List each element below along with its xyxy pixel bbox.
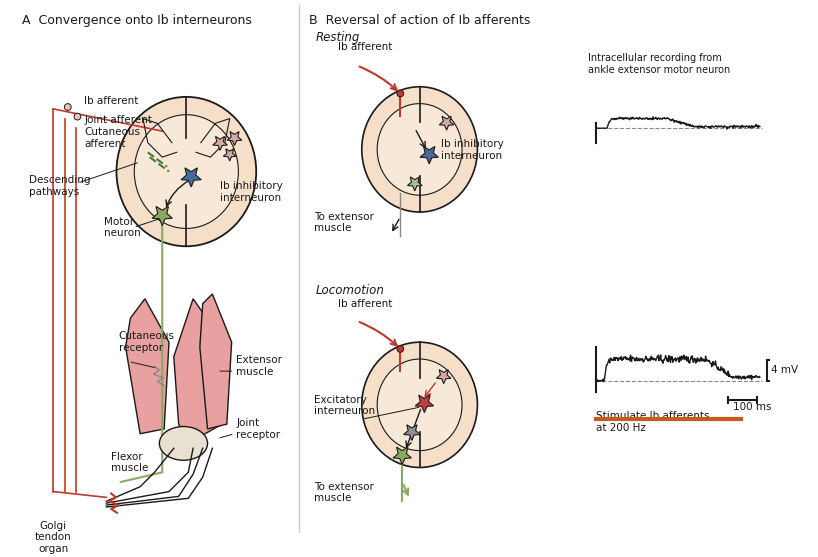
Text: Extensor
muscle: Extensor muscle — [236, 355, 282, 377]
Text: Stimulate Ib afferents
at 200 Hz: Stimulate Ib afferents at 200 Hz — [596, 411, 709, 433]
Ellipse shape — [377, 359, 462, 451]
Text: Ib inhibitory
interneuron: Ib inhibitory interneuron — [220, 181, 283, 203]
Text: Ib afferent: Ib afferent — [84, 96, 138, 106]
Polygon shape — [416, 395, 434, 413]
Polygon shape — [200, 294, 231, 429]
Circle shape — [397, 90, 404, 97]
Polygon shape — [420, 146, 438, 164]
Text: Cutaneous
afferent: Cutaneous afferent — [84, 127, 140, 149]
Polygon shape — [436, 370, 451, 384]
Text: Ib afferent: Ib afferent — [338, 299, 392, 309]
Text: Cutaneous
receptor: Cutaneous receptor — [119, 331, 175, 353]
Polygon shape — [126, 299, 169, 434]
Ellipse shape — [116, 97, 256, 246]
Polygon shape — [223, 149, 236, 161]
Ellipse shape — [134, 115, 238, 228]
Polygon shape — [227, 131, 242, 145]
Ellipse shape — [362, 342, 478, 467]
Polygon shape — [213, 136, 227, 150]
Text: Locomotion: Locomotion — [316, 285, 384, 297]
Ellipse shape — [377, 104, 462, 195]
Text: Joint afferent: Joint afferent — [84, 115, 152, 125]
Text: Descending
pathways: Descending pathways — [29, 175, 91, 197]
Polygon shape — [181, 168, 201, 187]
Polygon shape — [403, 425, 420, 441]
Text: Intracellular recording from
ankle extensor motor neuron: Intracellular recording from ankle exten… — [588, 53, 730, 75]
Text: 4 mV: 4 mV — [771, 365, 798, 375]
Polygon shape — [439, 116, 454, 130]
Polygon shape — [407, 177, 422, 191]
Text: To extensor
muscle: To extensor muscle — [313, 482, 374, 503]
Circle shape — [65, 104, 71, 110]
Text: Excitatory
interneuron: Excitatory interneuron — [313, 395, 375, 417]
Text: Resting: Resting — [316, 31, 360, 44]
Text: Ib afferent: Ib afferent — [338, 42, 392, 52]
Ellipse shape — [362, 87, 478, 212]
Text: A  Convergence onto Ib interneurons: A Convergence onto Ib interneurons — [22, 14, 252, 27]
Text: Golgi
tendon
organ: Golgi tendon organ — [35, 520, 72, 554]
Text: Ib inhibitory
interneuron: Ib inhibitory interneuron — [441, 139, 504, 161]
Text: 100 ms: 100 ms — [733, 402, 771, 412]
Polygon shape — [173, 299, 227, 443]
Polygon shape — [393, 447, 411, 465]
Ellipse shape — [160, 427, 208, 460]
Circle shape — [74, 113, 81, 120]
Circle shape — [397, 345, 404, 353]
Text: Motor
neuron: Motor neuron — [105, 217, 142, 238]
Text: Joint
receptor: Joint receptor — [236, 418, 281, 439]
Text: Flexor
muscle: Flexor muscle — [111, 452, 149, 473]
Polygon shape — [152, 207, 173, 226]
Text: B  Reversal of action of Ib afferents: B Reversal of action of Ib afferents — [308, 14, 530, 27]
Text: To extensor
muscle: To extensor muscle — [313, 212, 374, 233]
